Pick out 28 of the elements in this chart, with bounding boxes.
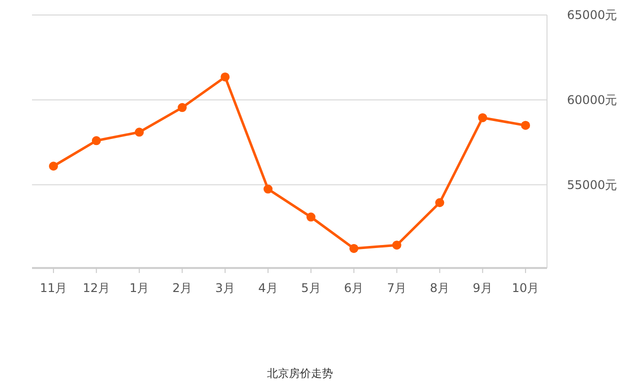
x-tick-label: 9月 xyxy=(472,281,492,295)
point xyxy=(178,103,187,112)
point xyxy=(306,212,316,222)
x-tick-label: 6月 xyxy=(344,281,364,295)
point xyxy=(264,184,273,194)
x-tick-label: 4月 xyxy=(258,281,278,295)
x-tick-label: 5月 xyxy=(301,281,321,295)
x-tick-label: 11月 xyxy=(40,281,68,295)
x-tick-label: 7月 xyxy=(386,281,407,295)
y-tick-label: 55000元 xyxy=(567,178,618,192)
point xyxy=(48,162,58,171)
x-tick-label: 8月 xyxy=(430,281,450,295)
point xyxy=(435,198,444,208)
x-tick-label: 10月 xyxy=(512,281,540,295)
point xyxy=(220,72,230,82)
point xyxy=(392,240,402,250)
x-tick-label: 1月 xyxy=(129,281,150,295)
point xyxy=(92,136,101,146)
point xyxy=(478,113,488,122)
point xyxy=(349,244,358,253)
point xyxy=(521,120,530,130)
point xyxy=(134,128,144,137)
text: 北京房价走势 xyxy=(267,367,333,380)
y-tick-label: 65000元 xyxy=(567,8,618,22)
x-tick-label: 12月 xyxy=(82,281,110,295)
x-tick-label: 2月 xyxy=(172,281,192,295)
x-tick-label: 3月 xyxy=(215,281,235,295)
y-tick-label: 60000元 xyxy=(567,93,618,108)
